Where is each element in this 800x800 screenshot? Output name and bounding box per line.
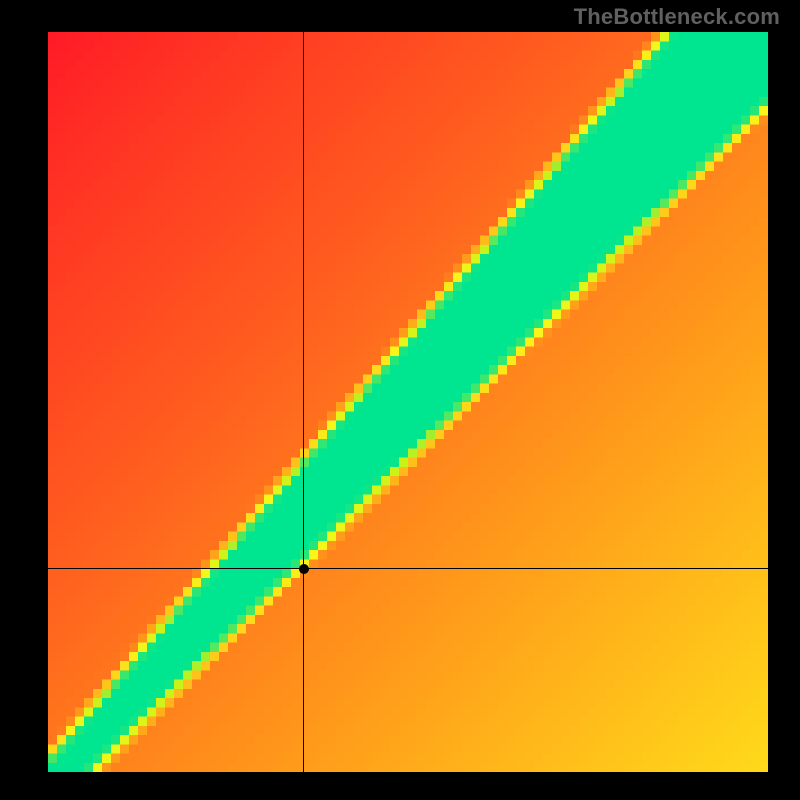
crosshair-marker-dot	[299, 564, 309, 574]
bottleneck-heatmap	[48, 32, 768, 772]
crosshair-horizontal-line	[48, 568, 768, 569]
watermark-text: TheBottleneck.com	[574, 4, 780, 30]
crosshair-vertical-line	[303, 32, 304, 772]
